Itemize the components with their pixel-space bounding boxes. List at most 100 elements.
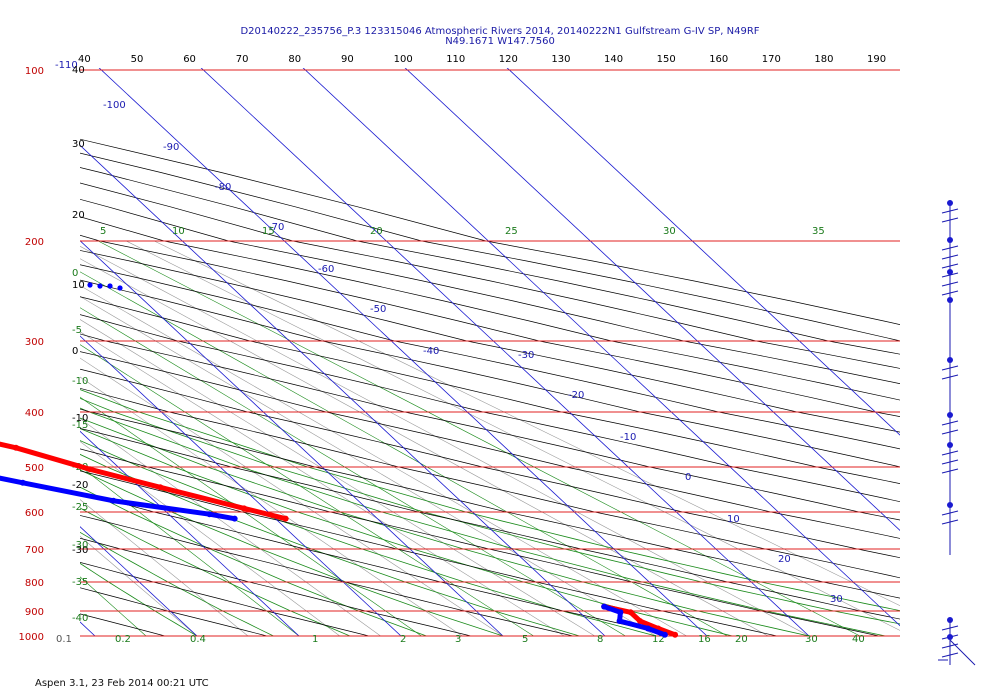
isotherm-label: -10 — [620, 432, 636, 443]
isotherm-line — [302, 68, 900, 627]
dry-adiabat — [80, 198, 900, 385]
mixing-ratio-line — [80, 499, 249, 637]
chart-title-line-1: D20140222_235756_P.3 123315046 Atmospher… — [240, 26, 760, 37]
dry-adiabat — [80, 296, 900, 484]
isotherm-label: -70 — [268, 222, 284, 233]
chart-title-line-2: N49.1671 W147.7560 — [445, 36, 555, 47]
theta-e-label: -5 — [72, 325, 82, 336]
top-theta-label: 140 — [604, 54, 623, 65]
dry-adiabat — [80, 470, 777, 637]
dewpoint-point — [110, 497, 117, 504]
top-theta-label: 130 — [551, 54, 570, 65]
wind-barb-flag — [941, 254, 959, 260]
top-theta-label: 60 — [183, 54, 196, 65]
isotherm-label: 30 — [830, 594, 843, 605]
dry-adiabat — [80, 515, 573, 637]
moist-adiabat — [80, 486, 427, 637]
dry-adiabat — [80, 314, 900, 503]
isotherm-label: 10 — [727, 514, 740, 525]
dry-adiabat — [80, 351, 900, 539]
mixing-ratio-line — [126, 240, 900, 631]
dewpoint-point — [107, 283, 113, 289]
top-theta-label: 50 — [131, 54, 144, 65]
wind-barb-dot — [947, 297, 953, 303]
mixing-ratio-line — [80, 285, 687, 637]
plot-area — [80, 68, 900, 637]
mixing-ratio-line — [80, 465, 300, 637]
bottom-mixing-ratio-label: 0.4 — [190, 634, 206, 645]
wind-barb-flag — [941, 208, 959, 214]
bottom-mixing-ratio-label: 20 — [735, 634, 748, 645]
dry-adiabat — [80, 234, 900, 417]
pressure-tick-label: 100 — [25, 66, 44, 77]
dewpoint-point — [97, 283, 103, 289]
bottom-mixing-ratio-label: 0.2 — [115, 634, 131, 645]
pressure-tick-label: 800 — [25, 578, 44, 589]
pressure-tick-label: 600 — [25, 508, 44, 519]
wind-barb-flag — [941, 290, 959, 296]
temperature-point — [241, 505, 248, 512]
dewpoint-point — [231, 515, 238, 522]
theta-e-label: 0 — [72, 268, 78, 279]
isotherm-label: -40 — [423, 346, 439, 357]
dewpoint-point — [206, 511, 213, 518]
wind-barb-flag — [941, 459, 959, 465]
mixing-ratio-line — [98, 240, 861, 637]
pressure-tick-label: 1000 — [19, 632, 44, 643]
dry-adiabat — [80, 561, 369, 637]
dry-adiabat — [80, 250, 900, 433]
dry-adiabat — [80, 138, 900, 325]
isotherm-label: 20 — [778, 554, 791, 565]
mixing-ratio-line — [80, 307, 626, 637]
wind-barb-flag — [941, 468, 959, 474]
dewpoint-point — [661, 631, 668, 638]
bottom-mixing-ratio-label: 40 — [852, 634, 865, 645]
dry-adiabat — [80, 152, 900, 342]
mixing-ratio-line — [80, 344, 534, 637]
dry-adiabat — [80, 182, 900, 369]
theta-e-label: -10 — [72, 376, 88, 387]
mixing-ratio-label: 15 — [262, 226, 275, 237]
wind-barb-flag — [941, 365, 959, 371]
temperature-trace-upper — [0, 441, 289, 522]
isotherm-line — [200, 68, 810, 637]
wind-barb-flag — [941, 374, 959, 380]
isotherm-line — [506, 68, 900, 436]
temperature-point — [627, 609, 634, 616]
temperature-point — [672, 631, 679, 638]
bottom-mixing-ratio-label: 3 — [455, 634, 461, 645]
mixing-ratio-label: 20 — [370, 226, 383, 237]
isotherm-line — [98, 68, 708, 637]
left-temp-label: 30 — [72, 139, 85, 150]
top-theta-label: 80 — [288, 54, 301, 65]
temperature-point — [636, 618, 643, 624]
dewpoint-point — [19, 479, 26, 486]
dry-adiabat — [80, 279, 900, 468]
theta-e-label: -30 — [72, 540, 88, 551]
top-theta-label: 150 — [657, 54, 676, 65]
pressure-tick-label: 200 — [25, 237, 44, 248]
top-theta-label: 120 — [499, 54, 518, 65]
left-temp-label: -30 — [72, 545, 88, 556]
left-temp-label: 40 — [72, 65, 85, 76]
wind-barb-dot — [947, 357, 953, 363]
dry-adiabat — [80, 587, 267, 637]
theta-e-label: -15 — [72, 420, 88, 431]
isotherm-label: -60 — [318, 264, 334, 275]
mixing-ratio-line — [80, 535, 198, 637]
theta-e-label: -40 — [72, 613, 88, 624]
pressure-tick-label: 500 — [25, 463, 44, 474]
left-temp-label: -20 — [72, 480, 88, 491]
wind-barb-flag — [949, 639, 976, 666]
temperature-point — [12, 444, 19, 451]
top-theta-label: 110 — [446, 54, 465, 65]
theta-e-label: -25 — [72, 502, 88, 513]
isotherm-label: -110 — [55, 60, 78, 71]
isotherm-line — [80, 144, 606, 637]
bottom-mixing-ratio-label: 0.1 — [56, 634, 72, 645]
mixing-ratio-line — [80, 376, 463, 637]
mixing-ratio-label: 25 — [505, 226, 518, 237]
top-theta-label: 40 — [78, 54, 91, 65]
bottom-mixing-ratio-label: 5 — [522, 634, 528, 645]
dry-adiabat — [80, 216, 900, 401]
